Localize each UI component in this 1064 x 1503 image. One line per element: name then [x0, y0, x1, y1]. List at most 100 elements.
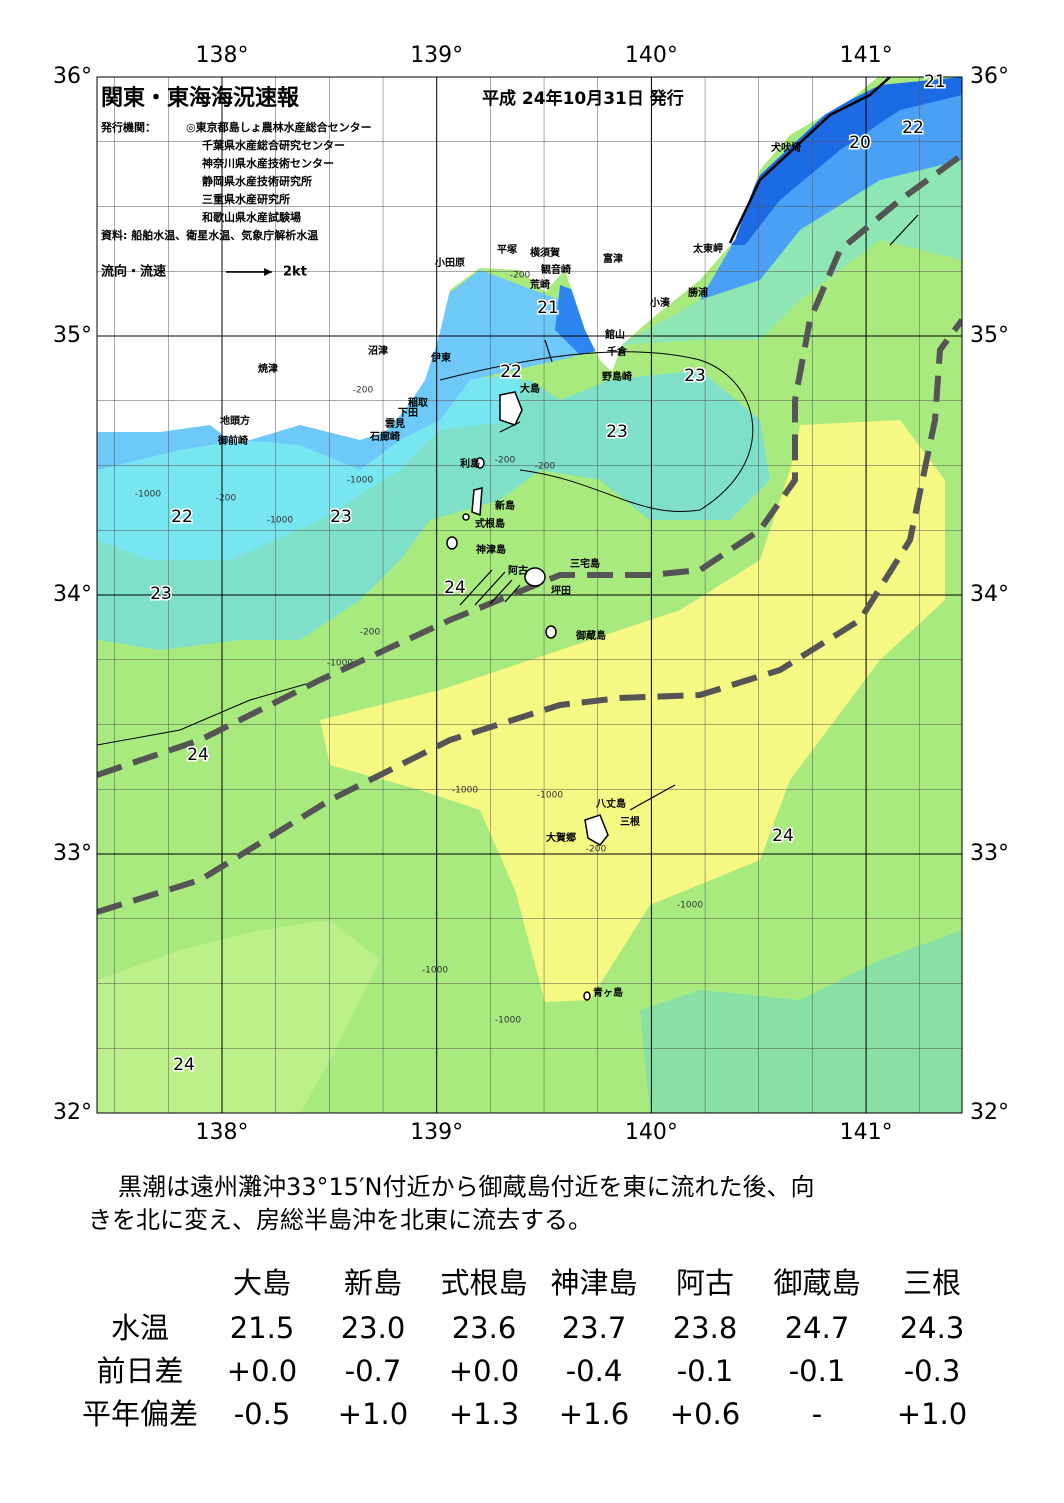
cell: -0.1	[789, 1354, 846, 1388]
contour-label: 22	[171, 507, 193, 527]
date: 平成 24年10月31日 発行	[482, 88, 684, 109]
place-label: 千倉	[607, 345, 628, 358]
cell: 24.3	[900, 1311, 965, 1345]
publisher: 千葉県水産総合研究センター	[202, 138, 345, 152]
islands	[446, 391, 609, 1001]
contour-line	[728, 77, 891, 244]
contour-label: 23	[684, 366, 706, 386]
cell: 24.7	[785, 1311, 850, 1345]
flow-arrows	[459, 214, 919, 811]
land	[97, 77, 878, 442]
column-header: 神津島	[550, 1266, 637, 1300]
title: 関東・東海海況速報	[101, 85, 300, 111]
publisher: 和歌山県水産試験場	[202, 210, 301, 224]
contour-line	[439, 351, 754, 513]
depth-label: -1000	[327, 659, 353, 669]
sea-zone	[725, 77, 962, 245]
lat-tick-label: 35°	[53, 323, 92, 348]
lon-tick-label: 138°	[196, 1120, 249, 1145]
place-label: 八丈島	[595, 797, 626, 810]
lat-tick-label: 32°	[970, 1100, 1009, 1125]
depth-label: -200	[360, 628, 381, 638]
contour-label: 21	[537, 298, 559, 318]
contour-label: 23	[150, 584, 172, 604]
flow-scale-arrowhead	[264, 268, 272, 276]
place-label: 太東岬	[692, 242, 723, 255]
column-header: 大島	[233, 1266, 291, 1300]
source: 資料: 船舶水温、衛星水温、気象庁解析水温	[101, 228, 318, 242]
place-label: 新島	[495, 499, 515, 512]
column-header: 新島	[344, 1266, 402, 1300]
row-label: 水温	[111, 1311, 169, 1345]
publisher: 静岡県水産技術研究所	[202, 174, 312, 188]
depth-label: -1000	[135, 490, 161, 500]
contour-label: 24	[173, 1055, 195, 1075]
depth-label: -1000	[422, 966, 448, 976]
kuroshio-axis	[97, 152, 962, 778]
publisher: 神奈川県水産技術センター	[202, 156, 334, 170]
contour-label: 22	[902, 118, 924, 138]
depth-label: -1000	[267, 516, 293, 526]
depth-label: -1000	[537, 791, 563, 801]
flow-scale: 2kt	[283, 265, 307, 280]
place-label: 坪田	[551, 584, 571, 597]
place-label: 平塚	[497, 243, 517, 256]
place-label: 御蔵島	[575, 629, 606, 642]
contour-label: 23	[606, 422, 628, 442]
place-label: 野島崎	[602, 370, 632, 383]
lat-tick-label: 34°	[970, 582, 1009, 607]
summary-line: きを北に変え、房総半島沖を北東に流去する。	[88, 1206, 592, 1234]
cell: 23.8	[673, 1311, 738, 1345]
summary-line: 黒潮は遠州灘沖33°15′N付近から御蔵島付近を東に流れた後、向	[118, 1173, 814, 1201]
cell: +0.0	[227, 1354, 297, 1388]
place-label: 御前崎	[217, 434, 248, 447]
place-label: 焼津	[258, 362, 278, 375]
place-label: 伊東	[430, 351, 451, 364]
place-label: 横須賀	[530, 246, 560, 259]
place-label: 富津	[603, 252, 623, 265]
cell: +0.6	[670, 1397, 740, 1431]
depth-label: -1000	[677, 901, 703, 911]
cell: +0.0	[449, 1354, 519, 1388]
cell: +1.3	[449, 1397, 519, 1431]
lon-tick-label: 139°	[410, 43, 463, 68]
depth-label: -200	[510, 271, 531, 281]
row-label: 前日差	[96, 1354, 183, 1388]
contour-label: 22	[500, 362, 522, 382]
lon-tick-label: 141°	[840, 1120, 893, 1145]
cell: +1.0	[897, 1397, 967, 1431]
contour-labels: 21 22 20 21 22 23 23 22 23 24 23 24 24 24	[149, 71, 948, 1077]
contour-label: 23	[330, 507, 352, 527]
place-label: 荒崎	[529, 278, 550, 291]
depth-label: -1000	[347, 476, 373, 486]
lat-tick-label: 32°	[53, 1100, 92, 1125]
depth-label: -200	[535, 462, 556, 472]
place-label: 沼津	[368, 344, 388, 357]
place-label: 阿古	[508, 564, 528, 577]
contour-line	[97, 679, 321, 746]
contour-label: 24	[772, 826, 794, 846]
depth-label: -200	[216, 494, 237, 504]
cell: +1.0	[338, 1397, 408, 1431]
tick-labels: 138° 138° 139° 139° 140° 140° 141° 141° 36° 36° 35…	[53, 43, 1009, 1145]
depth-labels: -200 -200 -200 -200 -200 -200 -1000 -1000 -1000 -…	[135, 271, 703, 1026]
cell: 21.5	[230, 1311, 295, 1345]
column-header: 式根島	[440, 1266, 527, 1300]
place-label: 下田	[398, 407, 418, 419]
place-label: 大賀郷	[546, 831, 576, 844]
place-label: 三宅島	[570, 557, 600, 570]
cell: 23.6	[452, 1311, 517, 1345]
cell: -0.1	[677, 1354, 734, 1388]
place-label: 式根島	[475, 517, 505, 530]
lon-tick-label: 140°	[625, 43, 678, 68]
contour-label: 21	[924, 72, 946, 92]
publisher-label: 発行機関：	[100, 120, 156, 134]
depth-label: -200	[353, 386, 374, 396]
sea-zone	[97, 920, 380, 1113]
column-header: 三根	[903, 1266, 961, 1300]
depth-label: -1000	[495, 1016, 521, 1026]
lon-tick-label: 140°	[625, 1120, 678, 1145]
cell: -0.5	[234, 1397, 291, 1431]
map	[97, 77, 962, 1113]
